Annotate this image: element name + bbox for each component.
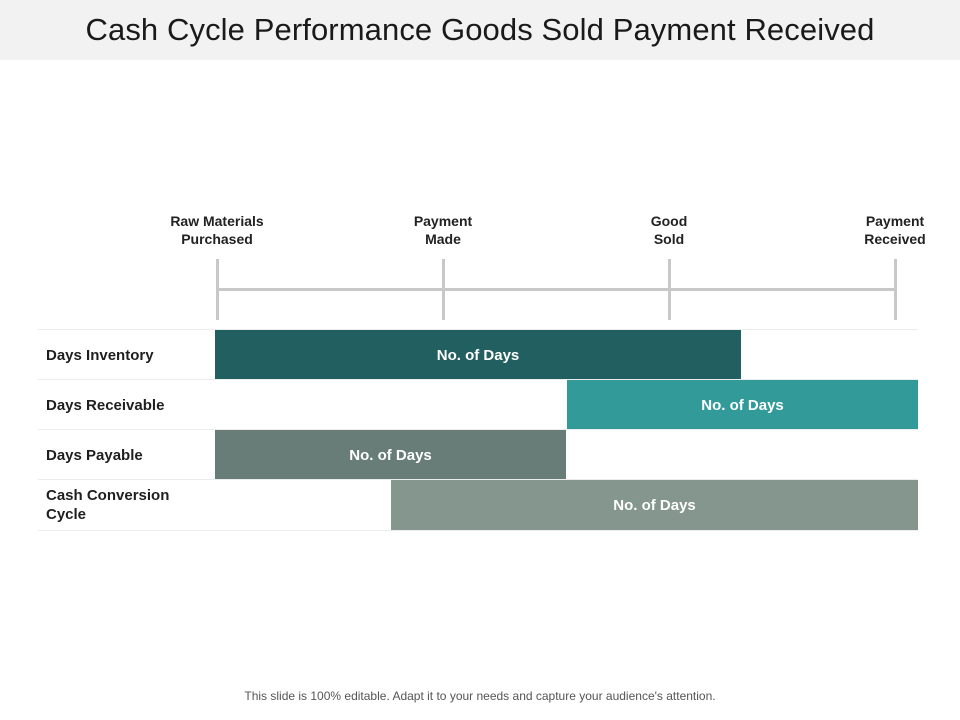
milestone-line1: Good — [650, 213, 688, 229]
title-bar: Cash Cycle Performance Goods Sold Paymen… — [0, 0, 960, 60]
row-label: Days Payable — [46, 446, 143, 464]
milestone-line2: Purchased — [181, 231, 253, 247]
milestone-line1: Payment — [865, 213, 925, 229]
timeline-tick — [668, 259, 671, 320]
bar-label: No. of Days — [349, 446, 432, 464]
bar-label: No. of Days — [613, 496, 696, 514]
row-label: Cash Conversion Cycle — [46, 487, 170, 523]
milestone-line1: Payment — [413, 213, 473, 229]
milestone-payment-received: Payment Received — [825, 212, 960, 248]
bar-label: No. of Days — [701, 396, 784, 414]
milestone-line2: Made — [425, 231, 461, 247]
bar-days-receivable: No. of Days — [567, 380, 918, 430]
row-days-inventory: Days Inventory No. of Days — [38, 329, 918, 380]
slide-title: Cash Cycle Performance Goods Sold Paymen… — [85, 12, 875, 47]
bar-label: No. of Days — [436, 346, 520, 364]
milestone-good-sold: Good Sold — [599, 212, 739, 248]
milestone-line2: Sold — [653, 231, 685, 247]
timeline-tick — [442, 259, 445, 320]
row-days-receivable: Days Receivable No. of Days — [38, 379, 918, 430]
timeline-tick — [216, 259, 219, 320]
timeline-axis — [217, 288, 897, 291]
bar-days-inventory: No. of Days — [215, 330, 741, 380]
milestone-payment-made: Payment Made — [373, 212, 513, 248]
milestone-line2: Received — [864, 231, 926, 247]
row-label: Days Inventory — [46, 346, 154, 364]
bar-days-payable: No. of Days — [215, 430, 566, 480]
milestone-raw-materials-purchased: Raw Materials Purchased — [147, 212, 287, 248]
row-label: Days Receivable — [46, 396, 165, 414]
bar-cash-conversion-cycle: No. of Days — [391, 480, 918, 530]
footer-note: This slide is 100% editable. Adapt it to… — [244, 689, 716, 703]
row-cash-conversion-cycle: Cash Conversion Cycle No. of Days — [38, 479, 918, 531]
timeline-tick — [894, 259, 897, 320]
row-days-payable: Days Payable No. of Days — [38, 429, 918, 480]
milestone-line1: Raw Materials — [170, 213, 264, 229]
